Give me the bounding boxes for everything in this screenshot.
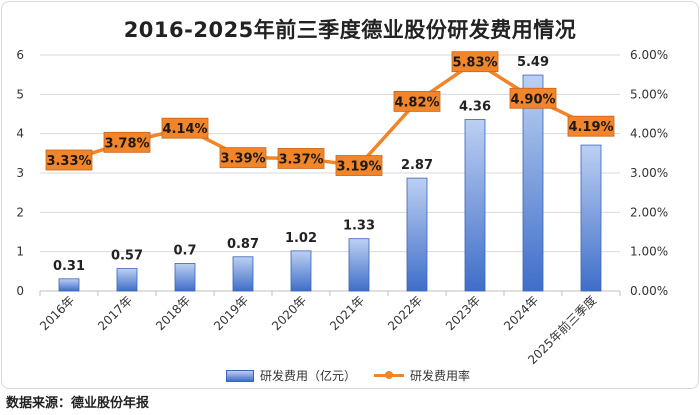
bar: [580, 144, 602, 292]
rate-label-box: [509, 87, 557, 109]
rate-label-box: [103, 131, 151, 153]
legend-bar-swatch: [226, 369, 254, 382]
bar-value-label: 1.33: [343, 219, 375, 234]
rate-label-box: [161, 117, 209, 139]
rate-label-box: [335, 155, 383, 176]
legend-item-line: 研发费用率: [374, 367, 470, 384]
rate-label-box: [277, 148, 325, 169]
legend-line-label: 研发费用率: [410, 369, 471, 383]
series-line: [68, 59, 592, 168]
rate-value-label: 3.19%: [336, 160, 381, 175]
x-tick-label: 2024年: [501, 293, 541, 333]
rate-value-label: 4.82%: [394, 95, 439, 110]
x-tick-label: 2022年: [385, 293, 425, 333]
y-tick-label: 3: [16, 166, 24, 180]
rate-value-label: 3.37%: [278, 152, 323, 167]
rate-value-label: 4.19%: [568, 120, 613, 135]
x-tick-label: 2019年: [211, 293, 251, 333]
rate-value-label: 5.83%: [452, 56, 497, 71]
rate-value-label: 3.78%: [104, 136, 149, 151]
y-tick-label: 4: [16, 127, 24, 141]
y-tick-label: 2: [16, 205, 24, 219]
x-tick-label: 2020年: [269, 293, 309, 333]
rate-label-box: [567, 115, 615, 137]
rate-label-box: [219, 147, 267, 169]
x-tick-label: 2016年: [37, 293, 77, 333]
y-tick-label: 1: [16, 245, 24, 259]
y2-tick-label: 6.00%: [630, 48, 668, 62]
rate-label-box: [393, 91, 441, 112]
y-tick-label: 5: [16, 87, 24, 101]
bar: [464, 119, 486, 292]
bar: [116, 268, 138, 292]
x-tick-label: 2018年: [153, 293, 193, 333]
legend-item-bar: 研发费用（亿元）: [226, 367, 356, 384]
y2-tick-label: 3.00%: [630, 166, 668, 180]
chart-legend: 研发费用（亿元） 研发费用率: [0, 367, 700, 383]
rate-label-box: [45, 149, 93, 171]
bar-value-label: 0.31: [53, 259, 85, 274]
bar: [406, 177, 428, 292]
bar: [290, 250, 312, 292]
x-tick-label: 2021年: [327, 293, 367, 333]
rate-value-label: 3.39%: [220, 152, 265, 167]
bar-value-label: 2.87: [401, 158, 433, 173]
bar: [174, 263, 196, 292]
x-tick-label: 2017年: [95, 293, 135, 333]
bar-value-label: 5.49: [517, 55, 549, 70]
y-tick-label: 6: [16, 48, 24, 62]
bar: [58, 278, 80, 292]
rate-value-label: 4.90%: [510, 92, 555, 107]
bar-value-label: 4.36: [459, 100, 491, 115]
chart-title: 2016-2025年前三季度德业股份研发费用情况: [123, 18, 577, 42]
bar: [522, 74, 544, 292]
legend-bar-label: 研发费用（亿元）: [260, 369, 357, 383]
bar-value-label: 0.87: [227, 237, 259, 252]
y2-tick-label: 2.00%: [630, 205, 668, 219]
x-tick-label: 2023年: [443, 293, 483, 333]
bar: [348, 238, 370, 292]
rate-value-label: 4.14%: [162, 122, 207, 137]
y2-tick-label: 0.00%: [630, 284, 668, 298]
bar: [232, 256, 254, 292]
y2-tick-label: 1.00%: [630, 245, 668, 259]
y-tick-label: 0: [16, 284, 24, 298]
bar-value-label: 0.7: [173, 243, 196, 258]
rate-value-label: 3.33%: [46, 154, 91, 169]
y2-tick-label: 5.00%: [630, 87, 668, 101]
legend-line-swatch: [374, 371, 404, 379]
bar-value-label: 0.57: [111, 249, 143, 264]
data-source-note: 数据来源：德业股份年报: [6, 396, 150, 411]
y2-tick-label: 4.00%: [630, 127, 668, 141]
rate-label-box: [451, 51, 499, 73]
bar-value-label: 1.02: [285, 231, 317, 246]
